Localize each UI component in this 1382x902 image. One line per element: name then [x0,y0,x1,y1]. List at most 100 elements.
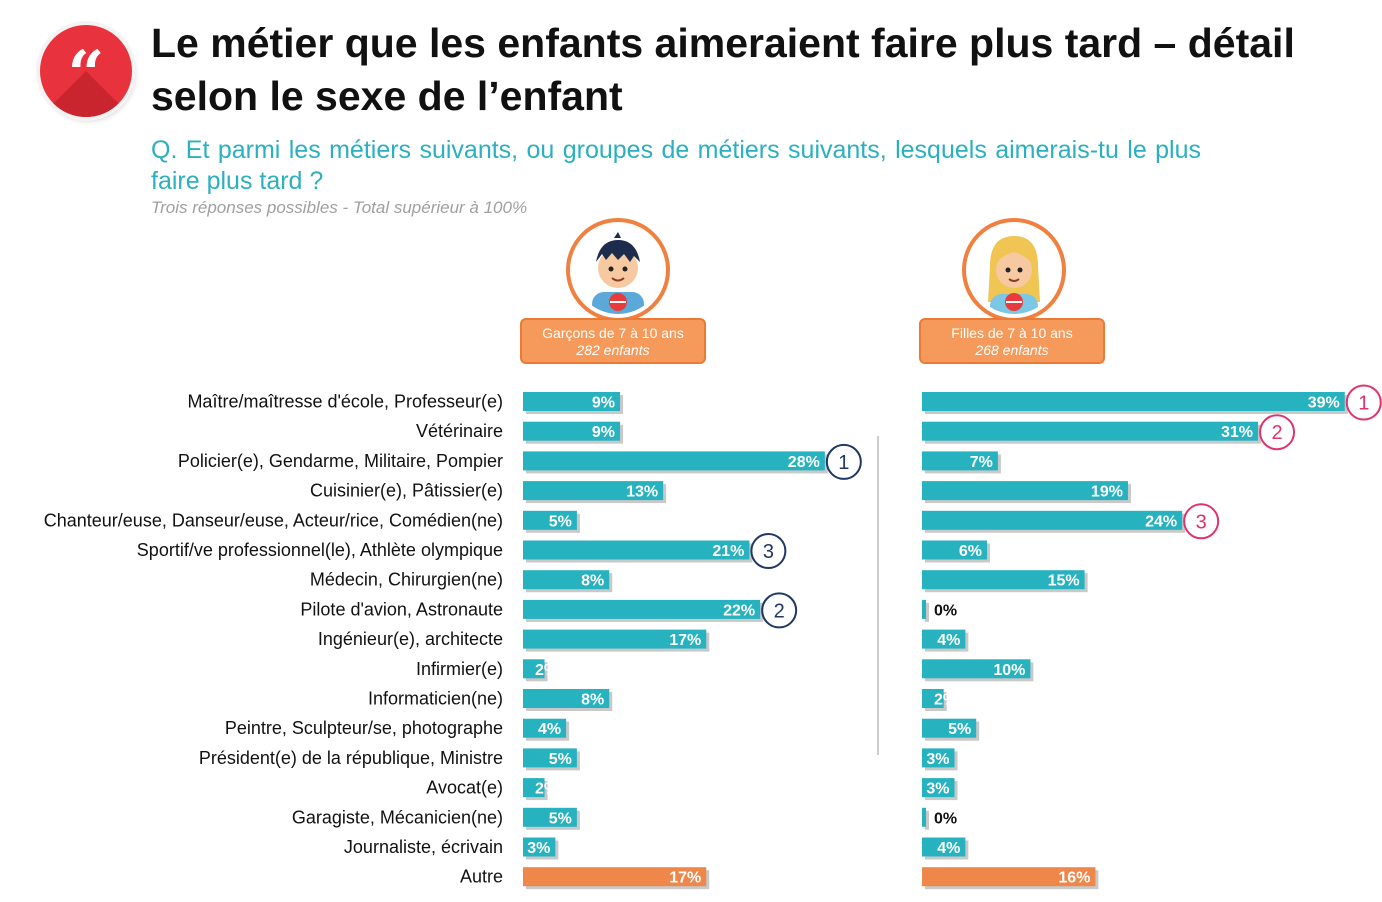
boys-value-label: 17% [669,632,701,649]
girl-avatar-icon [962,218,1066,322]
boys-value-label: 9% [592,395,615,412]
girls-bar [922,570,1085,590]
girls-rank-badge [1183,503,1220,540]
girls-group-count: 268 enfants [975,342,1049,358]
girls-value-label: 4% [937,632,960,649]
girls-value-label: 3% [926,751,949,768]
girls-value-label: 31% [1221,424,1253,441]
category-label: Chanteur/euse, Danseur/euse, Acteur/rice… [44,510,503,530]
girls-bar [922,718,977,738]
category-label: Ingénieur(e), architecte [318,629,503,649]
boys-bar [523,807,577,827]
girls-value-label: 5% [948,721,971,738]
boys-rank-badge [750,533,787,569]
boys-value-label: 2% [535,662,558,679]
girls-value-label: 19% [1091,484,1123,501]
boys-bar [523,718,567,738]
girls-bar [922,451,998,471]
girls-value-label: 2% [934,692,957,709]
boys-bar [523,599,761,619]
boys-bar [523,629,707,649]
boys-value-label: 28% [788,454,820,471]
girls-bar [922,629,966,649]
boys-bar [523,748,577,768]
girls-value-label: 15% [1048,573,1080,590]
category-label: Pilote d'avion, Astronaute [300,599,503,619]
girls-bar [922,510,1183,530]
boy-avatar-icon [566,218,670,322]
girls-value-label: 0% [934,810,957,827]
boys-bar [523,421,621,441]
boys-bar [523,392,621,411]
girls-value-label: 6% [959,543,982,560]
page-title: Le métier que les enfants aimeraient fai… [151,20,1295,119]
boys-group-label: Garçons de 7 à 10 ans 282 enfants [520,318,706,364]
girls-bar [922,748,955,768]
girls-value-label: 16% [1058,870,1090,887]
boys-bar [523,689,610,708]
category-label: Médecin, Chirurgien(ne) [310,570,503,590]
girl-avatar-drawing [988,236,1040,314]
boys-bar [523,778,545,798]
boys-rank-badge [825,443,862,480]
boys-value-label: 3% [527,840,550,857]
girls-bar [922,481,1128,501]
girls-bar [922,807,926,827]
girls-rank-badge [1345,384,1382,421]
boys-value-label: 5% [549,751,572,768]
category-label: Policier(e), Gendarme, Militaire, Pompie… [178,451,503,471]
response-note: Trois réponses possibles - Total supérie… [151,198,528,217]
boys-value-label: 8% [581,573,604,590]
girls-bar-shadow [925,602,929,622]
girls-bar [922,837,966,857]
category-label: Président(e) de la république, Ministre [199,748,503,768]
survey-question: Q. Et parmi les métiers suivants, ou gro… [151,136,1201,195]
girls-group-title: Filles de 7 à 10 ans [951,325,1073,341]
boys-rank-number: 2 [774,600,785,622]
category-label: Cuisinier(e), Pâtissier(e) [310,481,503,501]
boys-rank-number: 3 [763,541,774,563]
category-label: Infirmier(e) [416,659,503,679]
girls-value-label: 3% [926,781,949,798]
category-label: Avocat(e) [426,778,503,798]
girls-bar [922,778,955,798]
boys-value-label: 8% [581,692,604,709]
category-label: Journaliste, écrivain [344,837,503,857]
girls-value-label: 0% [934,602,957,619]
boys-bar [523,540,750,560]
category-label: Peintre, Sculpteur/se, photographe [225,718,503,738]
boys-bar [523,659,545,679]
boys-rank-badge [761,592,798,629]
boys-bar [523,451,825,471]
boys-value-label: 9% [592,424,615,441]
girls-rank-number: 1 [1358,393,1369,415]
girls-bar [922,689,944,708]
boys-value-label: 5% [549,513,572,530]
boys-value-label: 17% [669,870,701,887]
boys-bar [523,837,556,857]
boys-group-title: Garçons de 7 à 10 ans [542,325,684,341]
girls-bar [922,421,1259,441]
quote-glyph: “ [67,37,105,112]
girls-bar-shadow [925,810,929,830]
quote-icon: “ [40,25,132,117]
boys-value-label: 5% [549,810,572,827]
girls-value-label: 24% [1145,513,1177,530]
girls-value-label: 4% [937,840,960,857]
boys-value-label: 4% [538,721,561,738]
boys-group-count: 282 enfants [576,342,650,358]
girls-rank-number: 2 [1271,422,1282,444]
boys-bar [523,481,664,501]
girls-group-label: Filles de 7 à 10 ans 268 enfants [919,318,1105,364]
boys-bar [523,510,577,530]
girls-value-label: 39% [1308,395,1340,412]
category-label: Autre [460,867,503,887]
boys-value-label: 21% [712,543,744,560]
girls-bar [922,659,1031,679]
category-label: Informaticien(ne) [368,689,503,709]
boys-value-label: 13% [626,484,658,501]
girls-bar [922,867,1096,887]
category-label: Maître/maîtresse d'école, Professeur(e) [187,392,503,412]
girls-bar [922,540,988,560]
girls-value-label: 7% [970,454,993,471]
